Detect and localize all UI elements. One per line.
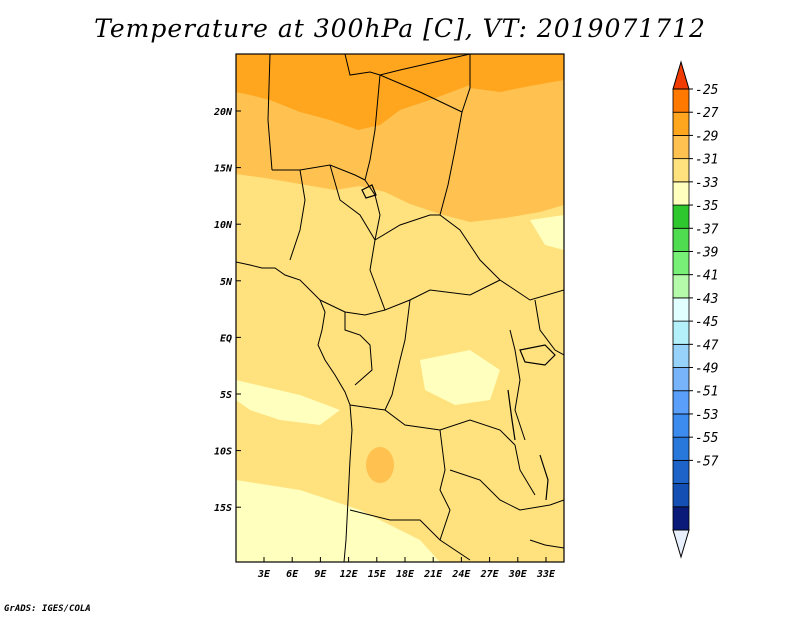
colorbar-segment bbox=[672, 320, 690, 345]
lake-tanganyika bbox=[507, 389, 516, 441]
lat-tick-label: 5S bbox=[220, 390, 232, 401]
colorbar-label: -29 bbox=[695, 129, 718, 144]
colorbar-segment bbox=[672, 343, 690, 368]
colorbar-label: -57 bbox=[695, 454, 719, 469]
colorbar-label: -39 bbox=[695, 245, 718, 260]
colorbar-label: -47 bbox=[695, 338, 719, 353]
colorbar-label: -43 bbox=[695, 292, 718, 307]
colorbar-label: -33 bbox=[695, 176, 718, 191]
colorbar-segment bbox=[672, 483, 690, 508]
lon-tick-label: 21E bbox=[423, 569, 443, 580]
lat-tick-label: 10S bbox=[214, 447, 232, 458]
colorbar-label: -55 bbox=[695, 431, 719, 446]
lat-tick-label: 10N bbox=[214, 220, 233, 231]
lon-tick-label: 12E bbox=[340, 569, 359, 580]
lake-victoria bbox=[519, 344, 556, 366]
country-boundaries bbox=[236, 54, 564, 562]
colorbar-segment bbox=[672, 88, 690, 113]
colorbar-segment bbox=[672, 297, 690, 322]
colorbar-label: -27 bbox=[695, 106, 719, 121]
lake-chad bbox=[361, 184, 377, 199]
longitude-axis: 3E 6E 9E 12E 15E 18E 21E 24E 27E 30E 33E bbox=[257, 557, 556, 580]
field-band-35-33-west bbox=[236, 380, 340, 425]
lon-tick-label: 33E bbox=[536, 569, 556, 580]
colorbar: -25 -27 -29 -31 -33 -35 -37 -39 -41 -43 -45 -47 -49 -… bbox=[672, 60, 719, 559]
colorbar-segment bbox=[672, 367, 690, 392]
field-band-35-33-ne bbox=[530, 215, 564, 250]
lakes bbox=[361, 184, 556, 501]
colorbar-segment bbox=[672, 135, 690, 160]
lon-tick-label: 6E bbox=[286, 569, 299, 580]
colorbar-label: -51 bbox=[695, 385, 718, 400]
colorbar-label: -35 bbox=[695, 199, 719, 214]
colorbar-segment bbox=[672, 274, 690, 299]
lat-tick-label: 15S bbox=[214, 503, 232, 514]
lon-tick-label: 27E bbox=[480, 569, 500, 580]
colorbar-segment bbox=[672, 111, 690, 136]
lon-tick-label: 15E bbox=[368, 569, 387, 580]
colorbar-segment bbox=[672, 436, 690, 461]
colorbar-label: -37 bbox=[695, 222, 719, 237]
colorbar-label: -25 bbox=[695, 83, 719, 98]
lon-tick-label: 3E bbox=[257, 569, 271, 580]
colorbar-segment bbox=[672, 506, 690, 531]
colorbar-segment bbox=[672, 390, 690, 415]
field-band-35-33-south bbox=[236, 480, 440, 562]
colorbar-segment bbox=[672, 459, 690, 484]
map-frame bbox=[235, 53, 565, 563]
colorbar-segment bbox=[672, 413, 690, 438]
colorbar-segment bbox=[672, 181, 690, 206]
lat-tick-label: EQ bbox=[220, 333, 232, 344]
lon-tick-label: 24E bbox=[451, 569, 471, 580]
colorbar-top-arrow bbox=[672, 60, 690, 90]
field-band-29-27-west bbox=[236, 54, 470, 130]
colorbar-segment bbox=[672, 251, 690, 276]
lat-tick-label: 20N bbox=[213, 107, 233, 118]
field-band-29-27-east bbox=[470, 54, 564, 92]
credit-text: GrADS: IGES/COLA bbox=[4, 604, 91, 614]
field-patch-angola bbox=[366, 447, 394, 483]
colorbar-segment bbox=[672, 158, 690, 183]
lat-tick-label: 15N bbox=[214, 164, 233, 175]
latitude-axis: 20N 15N 10N 5N EQ 5S 10S 15S bbox=[213, 107, 241, 514]
colorbar-label: -49 bbox=[695, 362, 718, 377]
temperature-field bbox=[236, 54, 564, 562]
lat-tick-label: 5N bbox=[220, 277, 233, 288]
lon-tick-label: 18E bbox=[396, 569, 415, 580]
colorbar-label: -31 bbox=[695, 153, 718, 168]
colorbar-label: -45 bbox=[695, 315, 719, 330]
colorbar-segment bbox=[672, 204, 690, 229]
colorbar-label: -41 bbox=[695, 269, 718, 284]
lon-tick-label: 9E bbox=[314, 569, 327, 580]
colorbar-segment bbox=[672, 227, 690, 252]
colorbar-bottom-arrow bbox=[672, 529, 690, 559]
chart-title: Temperature at 300hPa [C], VT: 201907171… bbox=[94, 14, 706, 43]
lake-malawi bbox=[539, 454, 549, 501]
lon-tick-label: 30E bbox=[508, 569, 528, 580]
field-band-35-33-center bbox=[420, 350, 500, 405]
colorbar-label: -53 bbox=[695, 408, 718, 423]
